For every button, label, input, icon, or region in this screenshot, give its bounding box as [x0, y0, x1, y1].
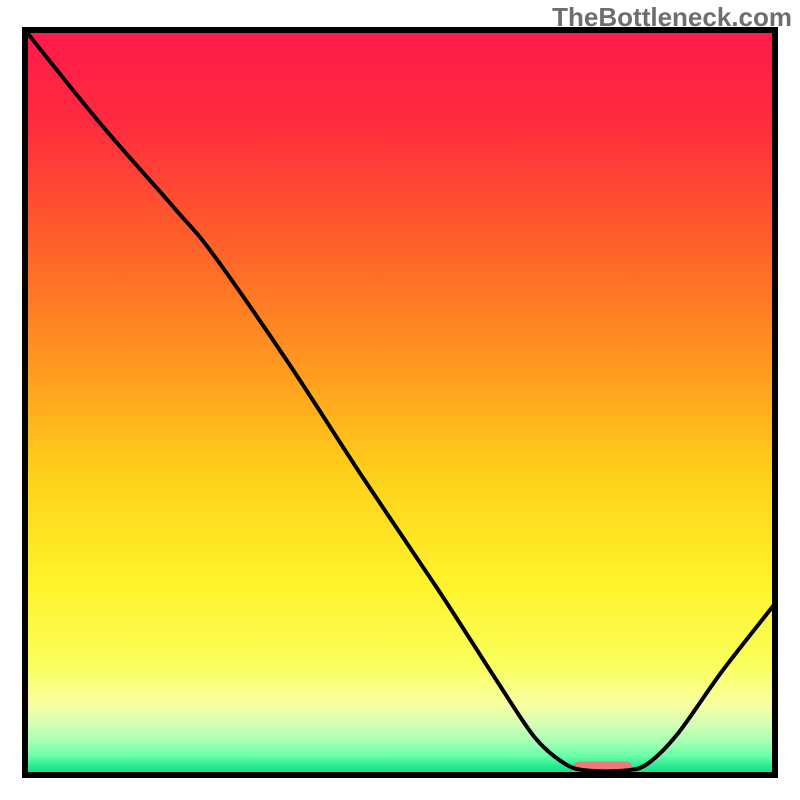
chart-svg	[0, 0, 800, 800]
watermark-text: TheBottleneck.com	[552, 2, 792, 33]
chart-container: TheBottleneck.com	[0, 0, 800, 800]
gradient-background	[25, 30, 775, 775]
